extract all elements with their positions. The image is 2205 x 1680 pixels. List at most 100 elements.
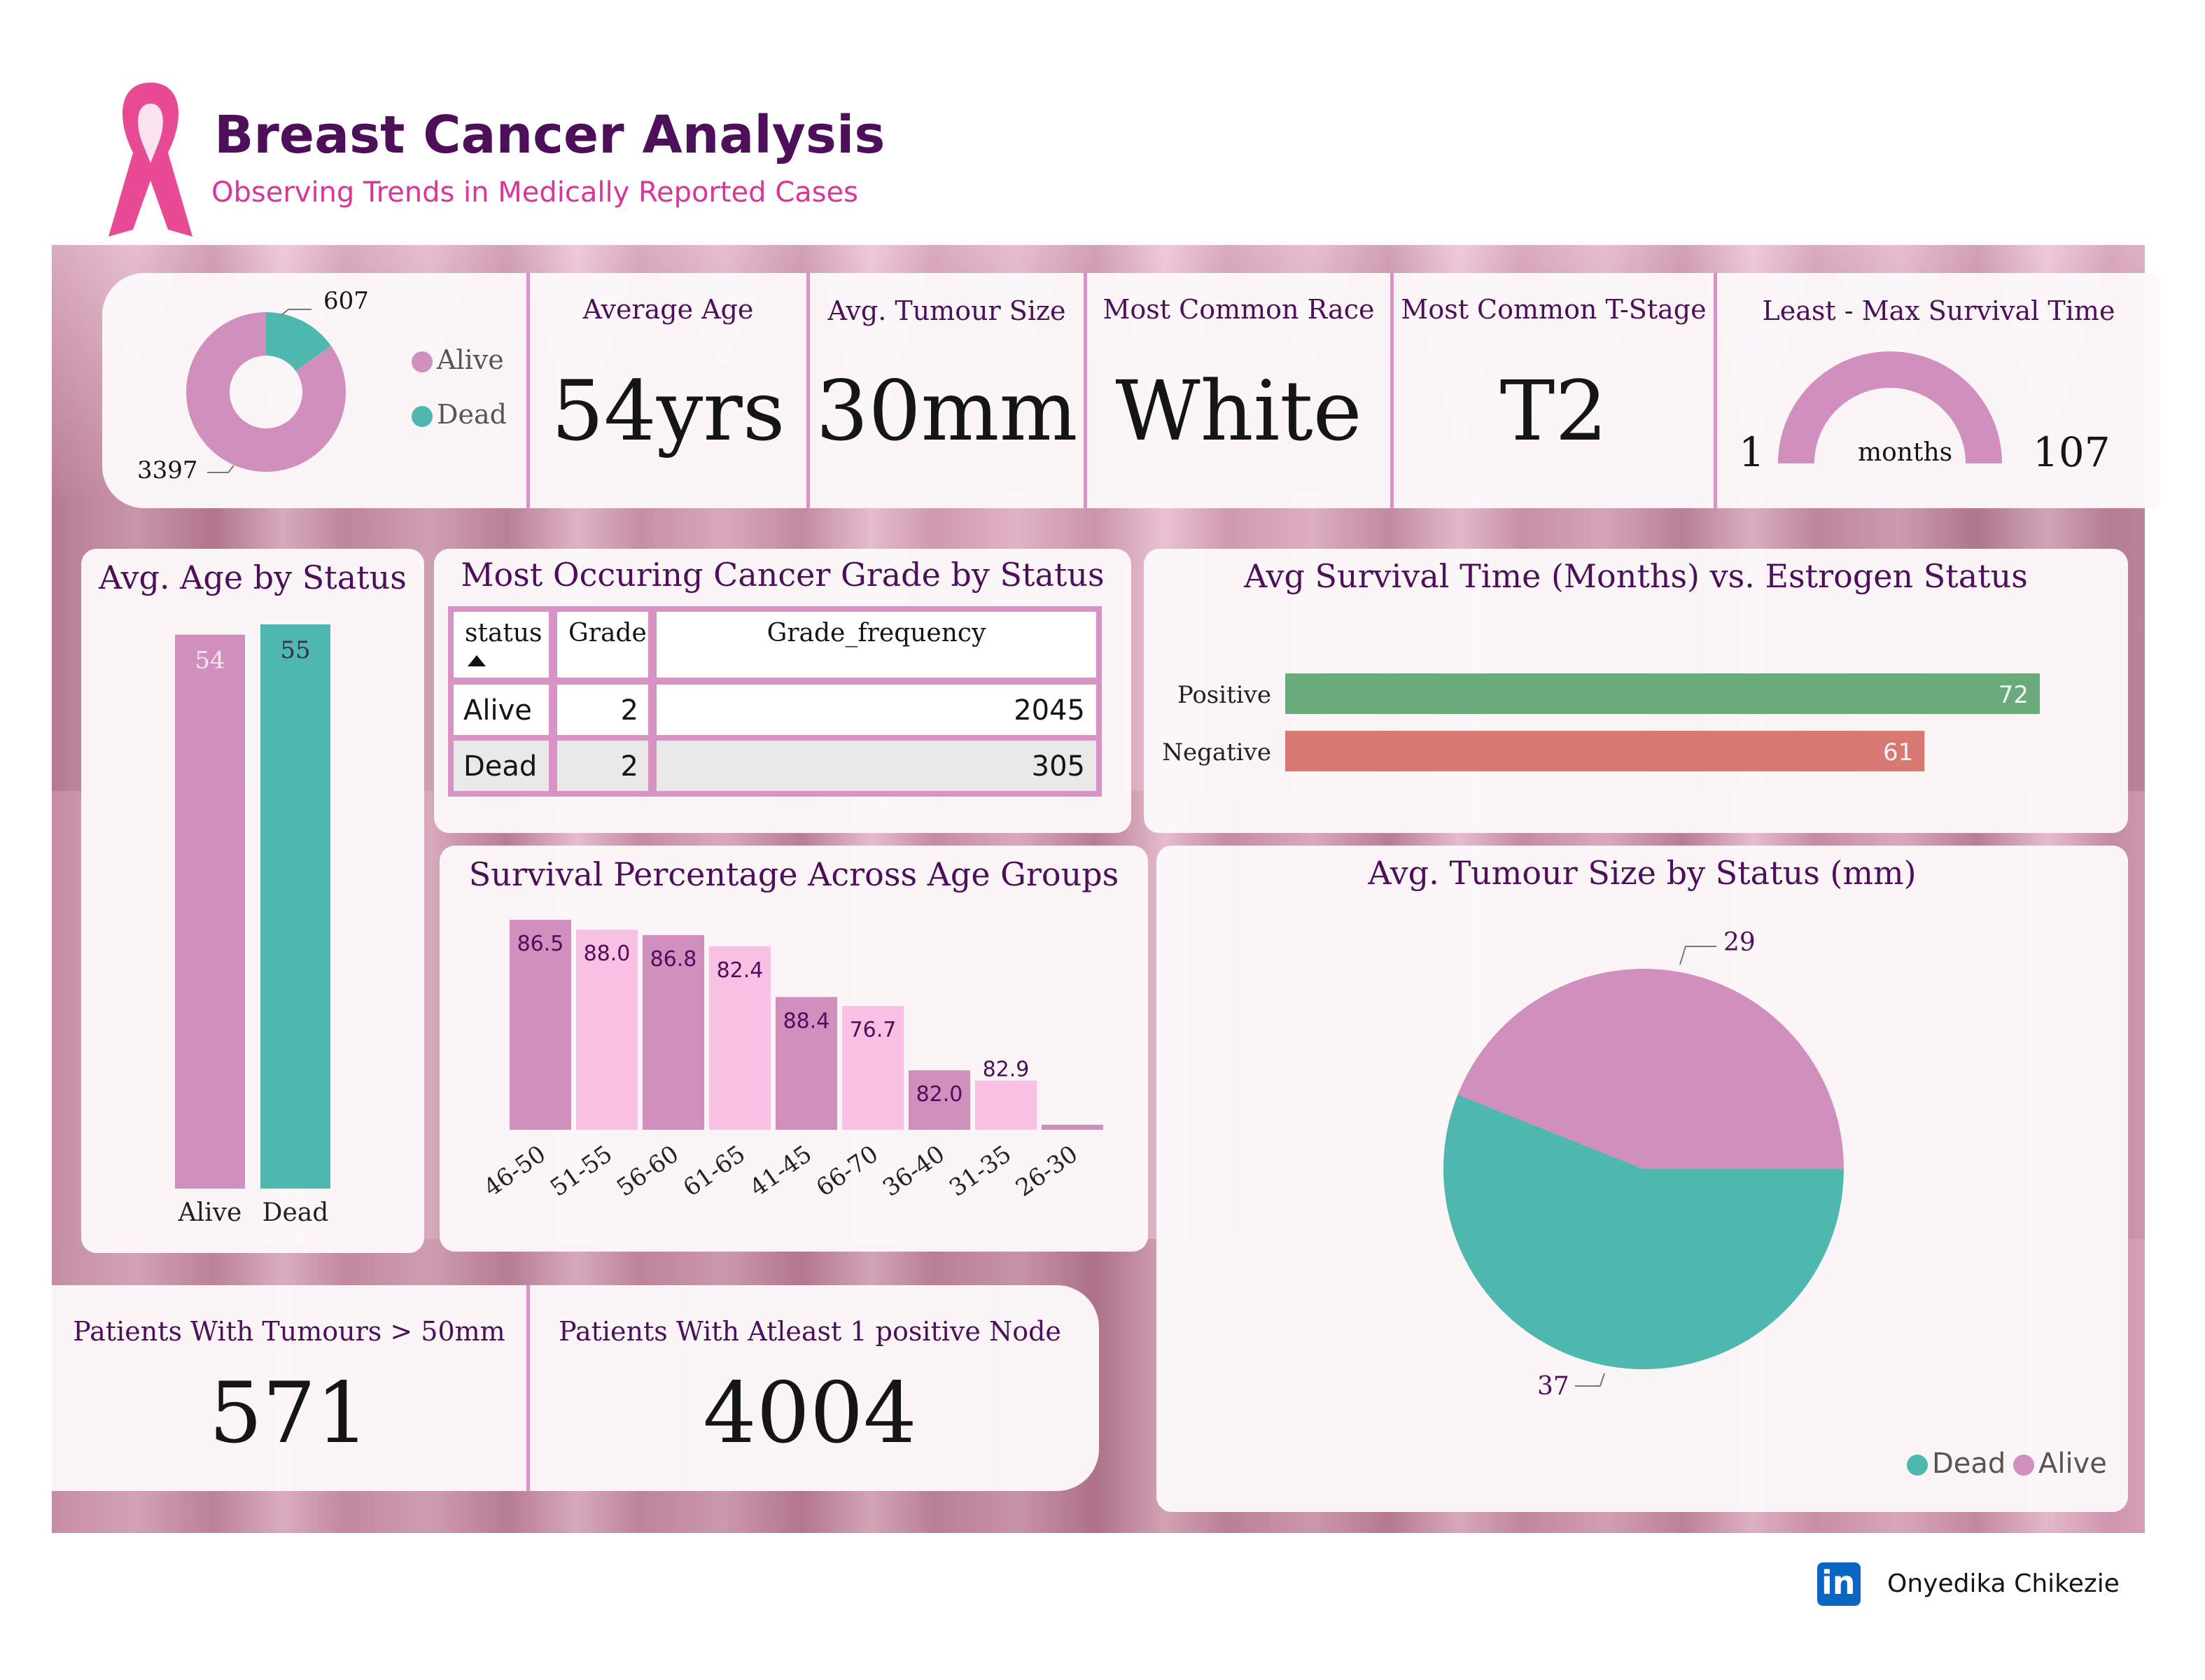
pie-legend-alive-label: Alive (2038, 1448, 2107, 1480)
table-row: Alive 2 2045 (454, 685, 1096, 735)
age-group-bar[interactable] (576, 930, 638, 1130)
age-by-status-chart: 54 Alive 55 Dead (175, 624, 330, 1227)
bar-data-label: 88.4 (783, 1009, 830, 1033)
table-header-cell[interactable]: status (454, 612, 549, 678)
donut-dead-label: 607 (323, 287, 369, 315)
table-header-frequency: Grade_frequency (766, 619, 986, 648)
positive-node-title: Patients With Atleast 1 positive Node (559, 1316, 1061, 1347)
legend-alive-swatch (412, 351, 433, 372)
age-group-bar[interactable] (510, 920, 571, 1130)
bar-positive[interactable] (1285, 673, 2040, 714)
age-group-bar[interactable] (709, 946, 771, 1130)
kpi-divider (1084, 273, 1087, 508)
linkedin-icon[interactable]: in (1817, 1562, 1861, 1606)
common-race-title: Most Common Race (1102, 294, 1375, 325)
kpi-divider (526, 1285, 530, 1491)
avg-tumour-size-value: 30mm (816, 363, 1078, 459)
bar-data-label: 82.9 (983, 1058, 1030, 1082)
survival-time-title: Least - Max Survival Time (1762, 295, 2115, 326)
bar-data-label: 76.7 (850, 1018, 897, 1042)
bar-category-label: 36-40 (878, 1140, 950, 1203)
legend-alive-label: Alive (437, 344, 504, 375)
bar-data-label: 61 (1883, 738, 1913, 766)
bar-category-label: Negative (1162, 738, 1271, 766)
sort-ascending-icon (468, 655, 486, 666)
survival-time-gauge (1778, 351, 2002, 463)
bar-dead[interactable] (260, 624, 330, 1189)
kpi-divider (1714, 273, 1717, 508)
age-by-status-title: Avg. Age by Status (99, 559, 407, 596)
bar-data-label: 55 (280, 636, 310, 664)
bar-category-label: 66-70 (811, 1140, 883, 1203)
common-tstage-value: T2 (1499, 363, 1608, 459)
bar-category-label: 31-35 (944, 1140, 1016, 1203)
bar-data-label: 54 (195, 647, 225, 675)
kpi-divider (1390, 273, 1394, 508)
survival-estrogen-chart: 72 Positive 61 Negative (1162, 673, 2040, 771)
age-group-bar[interactable] (776, 997, 837, 1130)
donut-slice-dead[interactable] (266, 312, 331, 371)
cell-grade: 2 (620, 694, 638, 727)
pie-slice-dead[interactable] (1443, 1094, 1844, 1369)
survival-age-chart: 86.5 46-50 88.0 51-55 86.8 56-60 82.4 61-65 88.4… (479, 920, 1103, 1203)
kpi-divider (806, 273, 810, 508)
bar-data-label: 86.5 (517, 932, 564, 956)
survival-time-max: 107 (2033, 428, 2110, 476)
bar-category-label: 41-45 (745, 1140, 817, 1203)
cell-frequency: 305 (1031, 750, 1085, 783)
donut-slice-alive[interactable] (186, 312, 346, 472)
dashboard-subtitle: Observing Trends in Medically Reported C… (211, 176, 859, 209)
table-header-grade: Grade (568, 619, 647, 648)
bar-category-label: 26-30 (1011, 1140, 1083, 1203)
grade-table-title: Most Occuring Cancer Grade by Status (461, 556, 1105, 594)
cell-status: Alive (463, 694, 532, 727)
kpi-divider (526, 273, 530, 508)
avg-tumour-size-title: Avg. Tumour Size (827, 295, 1066, 326)
cell-status: Dead (463, 750, 538, 783)
tumours-50-title: Patients With Tumours > 50mm (73, 1316, 505, 1347)
bar-alive[interactable] (175, 634, 245, 1189)
pink-ribbon-icon (108, 83, 192, 237)
bar-category-label: Dead (262, 1198, 329, 1227)
survival-age-title: Survival Percentage Across Age Groups (468, 855, 1119, 893)
status-donut-chart (186, 312, 346, 472)
bar-negative[interactable] (1285, 731, 1925, 771)
age-group-bar[interactable] (975, 1080, 1037, 1130)
age-group-bar[interactable] (842, 1006, 904, 1130)
pie-slice-alive[interactable] (1457, 969, 1844, 1169)
bar-data-label: 82.4 (717, 958, 764, 983)
pie-leader-lines (1575, 946, 1716, 1387)
table-header-cell[interactable]: Grade_frequency (657, 612, 1096, 678)
survival-estrogen-title: Avg Survival Time (Months) vs. Estrogen … (1244, 557, 2028, 595)
bar-data-label: 82.0 (916, 1082, 963, 1107)
pie-legend-dead-swatch (1907, 1455, 1928, 1476)
cell-grade: 2 (620, 750, 638, 783)
bar-data-label: 88.0 (584, 941, 631, 966)
common-tstage-title: Most Common T-Stage (1401, 294, 1707, 325)
grade-table: status Grade Grade_frequency Alive 2 204… (448, 606, 1102, 797)
pie-legend-alive-swatch (2013, 1455, 2034, 1476)
age-group-bar[interactable] (643, 934, 704, 1130)
tumour-status-pie (1443, 969, 1844, 1369)
bar-category-label: 46-50 (479, 1140, 551, 1203)
tumours-50-value: 571 (209, 1365, 370, 1462)
pie-dead-label: 37 (1537, 1372, 1569, 1401)
legend-dead-label: Dead (437, 399, 507, 430)
positive-node-value: 4004 (703, 1365, 917, 1462)
dashboard-title: Breast Cancer Analysis (214, 105, 886, 165)
bar-category-label: 56-60 (612, 1140, 684, 1203)
tumour-status-title: Avg. Tumour Size by Status (mm) (1368, 854, 1917, 892)
cell-frequency: 2045 (1014, 694, 1085, 727)
survival-time-min: 1 (1739, 428, 1765, 476)
bar-category-label: Positive (1177, 681, 1271, 709)
age-group-bar[interactable] (1042, 1124, 1103, 1130)
age-by-status-card (81, 549, 424, 1253)
age-group-bar[interactable] (909, 1070, 970, 1130)
bar-data-label: 86.8 (650, 947, 697, 972)
common-race-value: White (1115, 363, 1362, 459)
table-header-cell[interactable]: Grade (557, 612, 648, 678)
table-row: Dead 2 305 (454, 741, 1096, 791)
pie-alive-label: 29 (1723, 928, 1756, 957)
table-header-status: status (465, 619, 542, 648)
author-name[interactable]: Onyedika Chikezie (1887, 1569, 2120, 1598)
